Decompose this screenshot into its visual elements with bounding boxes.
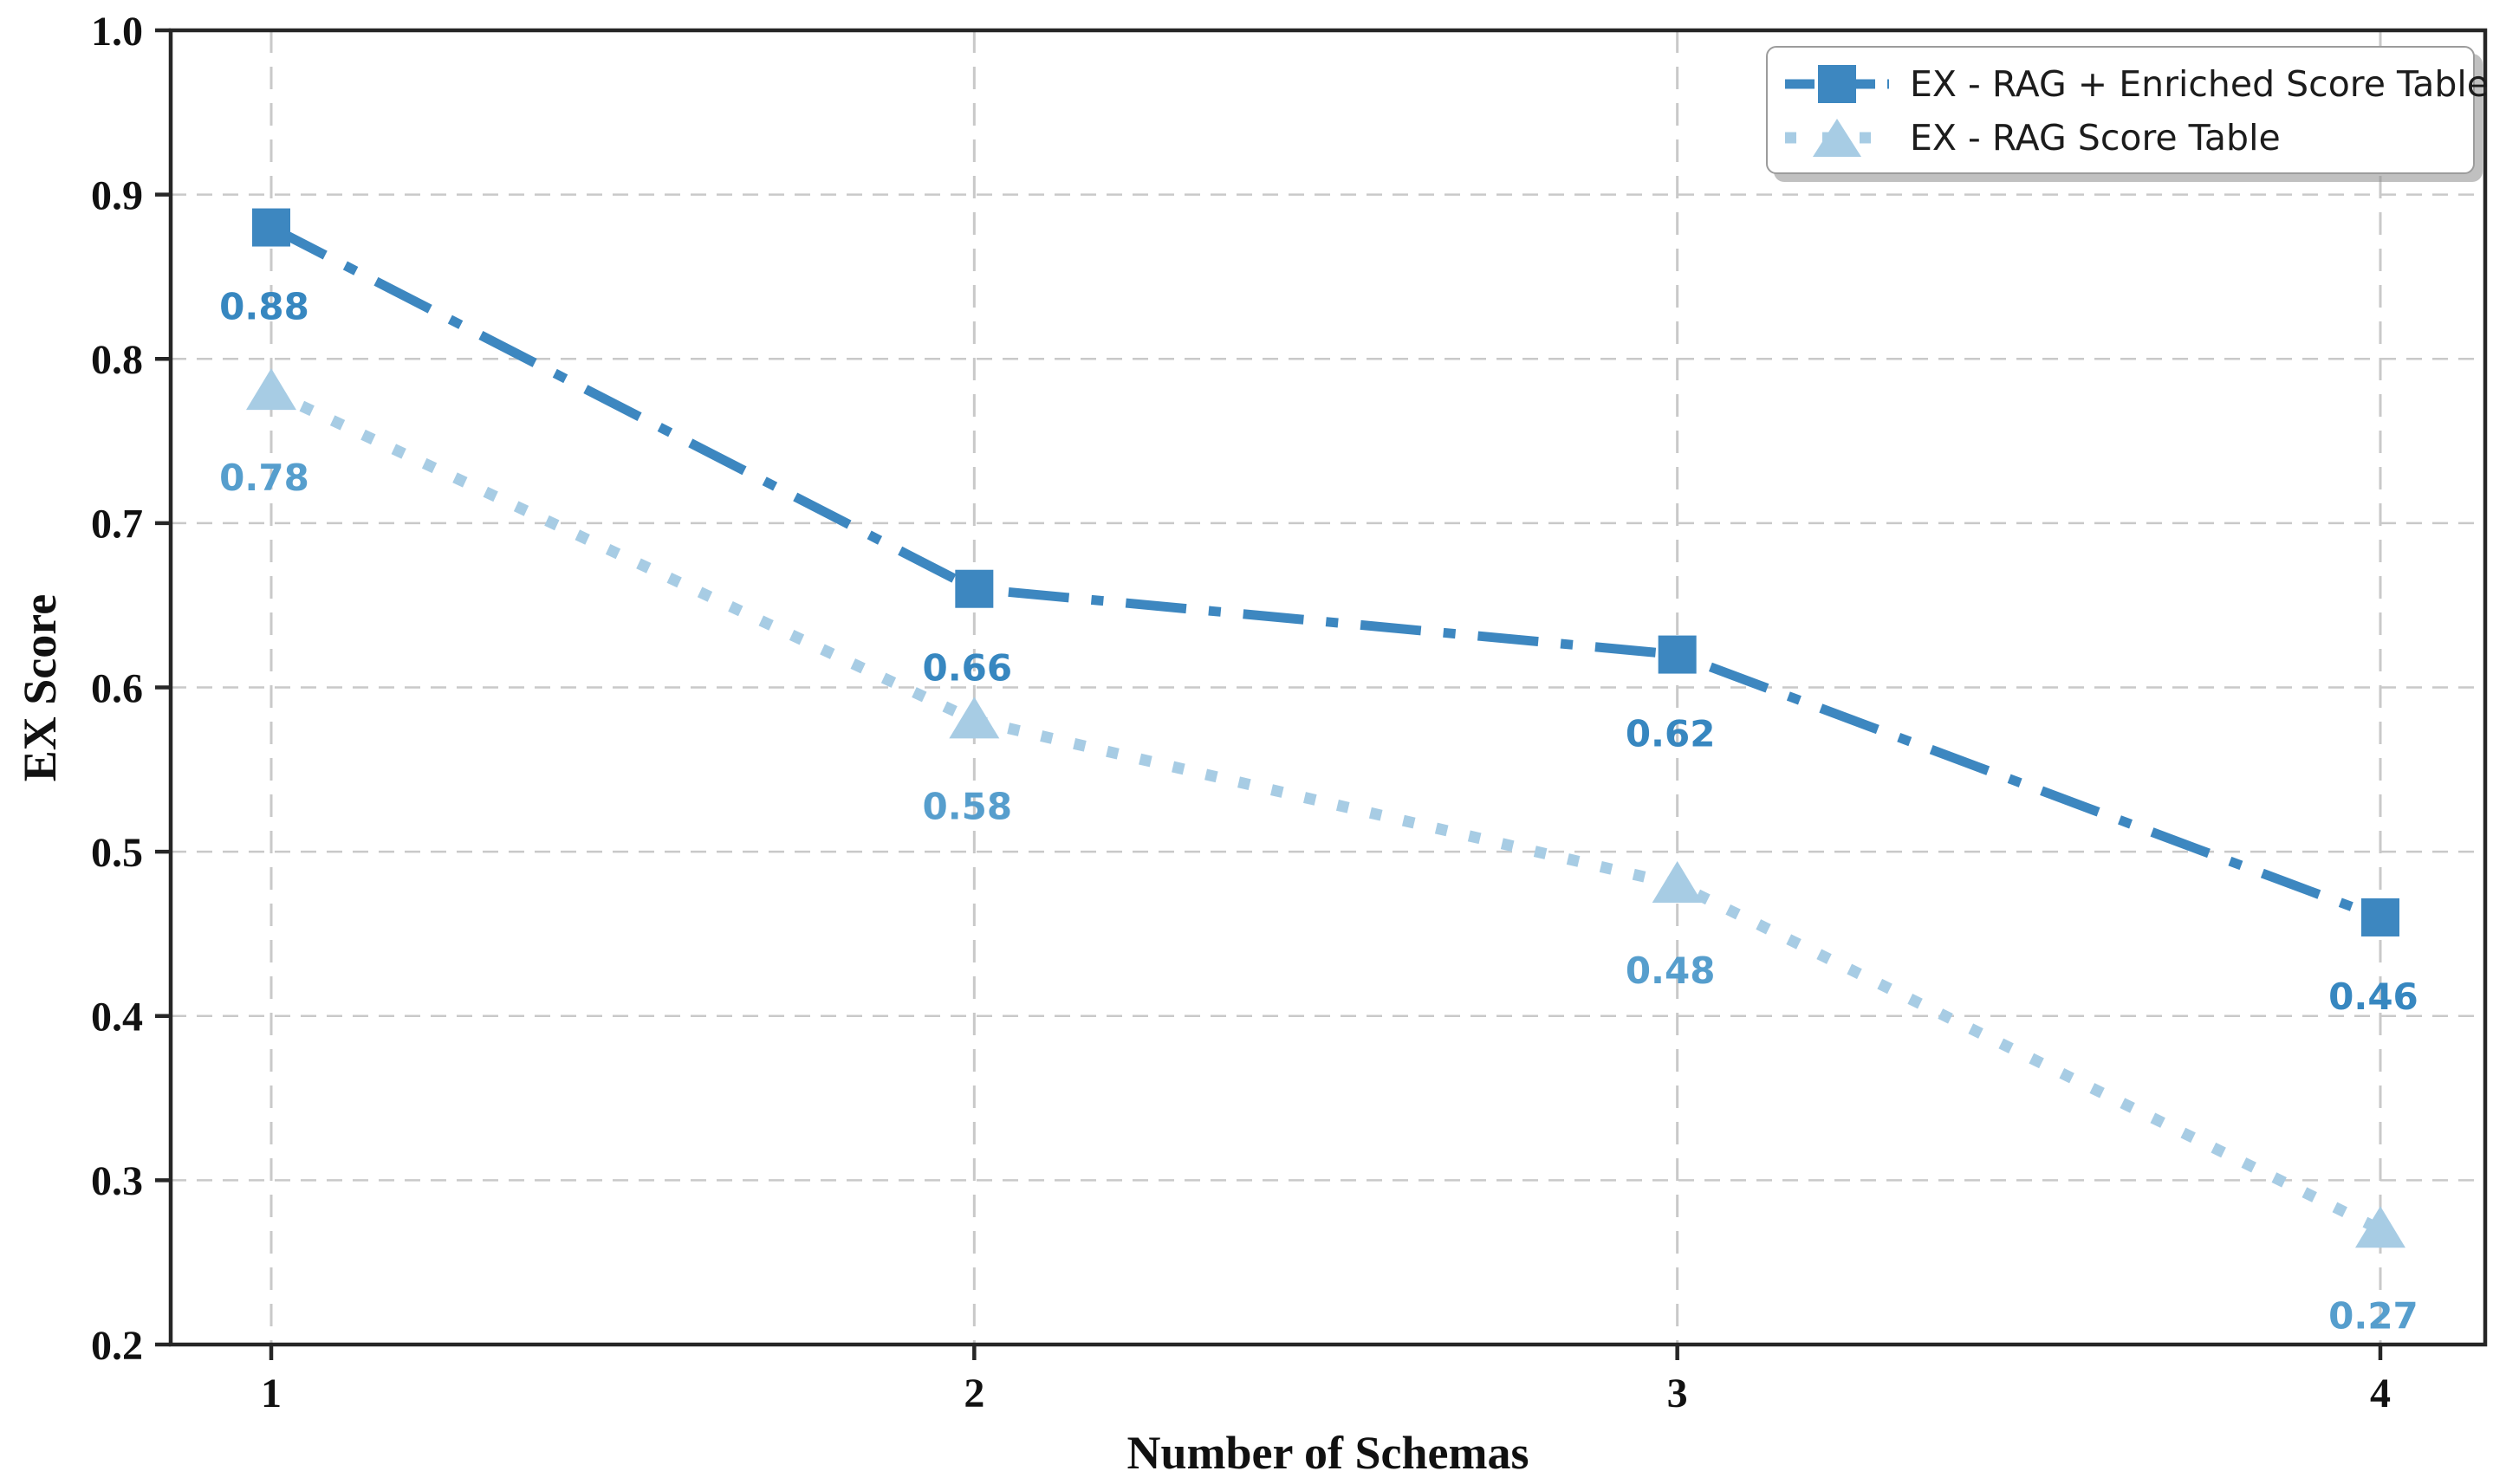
data-label: 0.58 <box>923 785 1013 827</box>
legend-label-rag: EX - RAG Score Table <box>1910 116 2281 159</box>
y-tick-label: 0.3 <box>91 1158 143 1204</box>
data-label: 0.78 <box>219 457 309 499</box>
data-label: 0.62 <box>1626 713 1716 755</box>
y-tick-label: 1.0 <box>91 9 143 55</box>
data-label: 0.46 <box>2328 975 2418 1018</box>
x-tick-label: 2 <box>964 1371 984 1416</box>
data-label: 0.27 <box>2328 1294 2418 1337</box>
y-tick-label: 0.8 <box>91 337 143 383</box>
y-tick-label: 0.2 <box>91 1323 143 1369</box>
x-tick-label: 4 <box>2370 1371 2391 1416</box>
dashdot-square-legend-icon <box>1785 65 1889 103</box>
square-marker <box>252 208 290 247</box>
data-label: 0.66 <box>923 647 1013 690</box>
square-marker <box>2360 898 2399 936</box>
y-tick-label: 0.4 <box>91 995 143 1040</box>
dotted-triangle-legend-icon <box>1785 119 1889 157</box>
series-line-0 <box>269 223 2382 923</box>
triangle-marker <box>246 368 296 411</box>
legend-label-enriched: EX - RAG + Enriched Score Table <box>1910 62 2490 105</box>
x-tick-label: 1 <box>261 1371 282 1416</box>
y-tick-label: 0.6 <box>91 665 143 711</box>
x-tick-label: 3 <box>1667 1371 1688 1416</box>
legend-item-rag: EX - RAG Score Table <box>1783 115 2451 160</box>
square-marker <box>1658 635 1697 674</box>
triangle-marker <box>2354 1206 2405 1248</box>
y-tick-label: 0.7 <box>91 502 143 548</box>
data-label: 0.48 <box>1626 949 1716 992</box>
square-marker <box>955 569 994 608</box>
y-tick-label: 0.9 <box>91 172 143 218</box>
legend-item-enriched: EX - RAG + Enriched Score Table <box>1783 62 2489 107</box>
legend: EX - RAG + Enriched Score Table EX - RAG… <box>1766 46 2489 174</box>
triangle-marker <box>949 697 1000 739</box>
y-tick-label: 0.5 <box>91 830 143 876</box>
series-line-1 <box>269 386 2383 1235</box>
triangle-marker <box>1652 861 1703 904</box>
y-axis-label: EX Score <box>14 593 66 782</box>
x-axis-label: Number of Schemas <box>1126 1427 1529 1479</box>
data-label: 0.88 <box>219 286 309 328</box>
